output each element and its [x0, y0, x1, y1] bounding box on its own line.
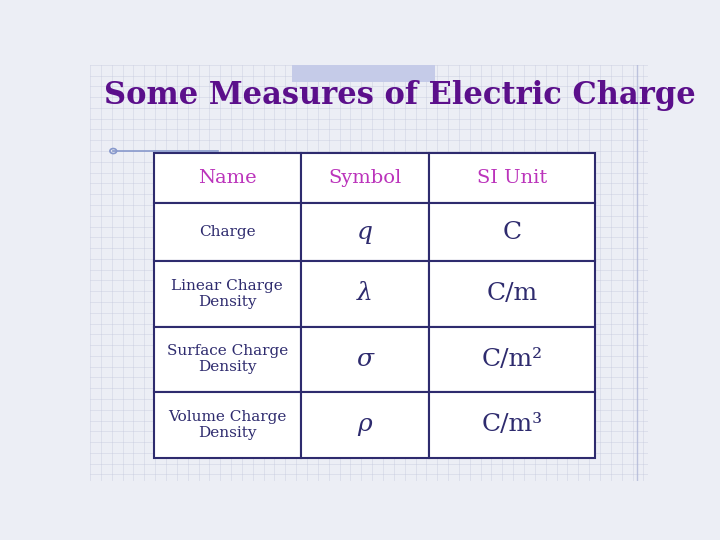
Bar — [301, 204, 428, 261]
Bar — [428, 204, 595, 261]
Bar — [428, 261, 595, 327]
Text: Charge: Charge — [199, 225, 256, 239]
Bar — [428, 153, 595, 204]
Text: Surface Charge
Density: Surface Charge Density — [166, 344, 288, 374]
Text: Symbol: Symbol — [328, 170, 401, 187]
Text: λ: λ — [357, 282, 373, 306]
Text: Linear Charge
Density: Linear Charge Density — [171, 279, 283, 309]
Text: σ: σ — [356, 348, 373, 371]
Text: Name: Name — [198, 170, 256, 187]
Text: SI Unit: SI Unit — [477, 170, 547, 187]
Bar — [301, 327, 428, 392]
Text: q: q — [356, 221, 373, 244]
Text: C/m: C/m — [487, 282, 538, 306]
Text: C/m³: C/m³ — [482, 413, 543, 436]
Text: Some Measures of Electric Charge: Some Measures of Electric Charge — [104, 80, 696, 111]
Text: Volume Charge
Density: Volume Charge Density — [168, 410, 287, 440]
Bar — [153, 153, 301, 204]
Bar — [301, 392, 428, 457]
Text: C: C — [503, 221, 521, 244]
Bar — [153, 204, 301, 261]
Bar — [153, 392, 301, 457]
Bar — [301, 153, 428, 204]
Text: C/m²: C/m² — [482, 348, 543, 371]
Bar — [428, 327, 595, 392]
Bar — [428, 392, 595, 457]
Bar — [153, 261, 301, 327]
Text: ρ: ρ — [357, 413, 372, 436]
Bar — [301, 261, 428, 327]
Bar — [153, 327, 301, 392]
Bar — [292, 65, 435, 82]
